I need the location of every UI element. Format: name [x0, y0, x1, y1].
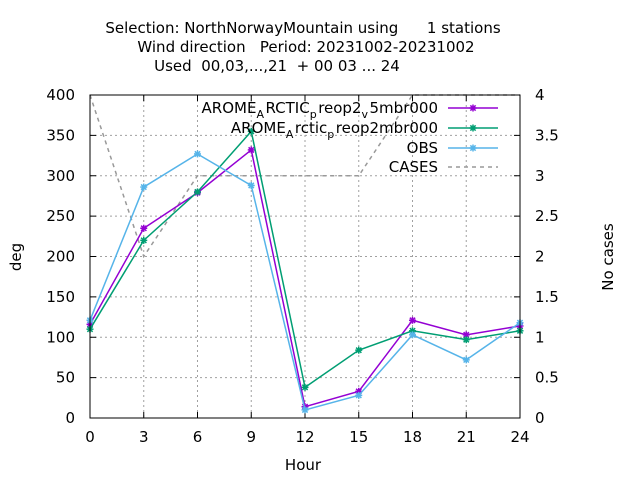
x-tick-label: 24: [510, 428, 529, 446]
series-1-point: [355, 346, 363, 354]
series-0-point-d2: [463, 331, 470, 338]
y2-axis-label: No cases: [599, 223, 617, 291]
chart-title: Selection: NorthNorwayMountain using 1 s…: [105, 19, 501, 75]
y-axis-label: deg: [7, 243, 25, 271]
plot-series: [86, 94, 524, 414]
legend-label-2: OBS: [407, 139, 438, 157]
series-2-point: [301, 406, 309, 414]
x-tick-label: 18: [403, 428, 422, 446]
y2-tick-label: 0: [535, 409, 545, 427]
legend-label-1: AROMEA rcticp reop2mbr000: [231, 119, 438, 141]
series-1-point-d2: [248, 128, 255, 135]
x-tick-label: 15: [349, 428, 368, 446]
series-2-point-d2: [301, 406, 309, 414]
series-2-point: [462, 356, 470, 364]
series-2-point: [194, 150, 201, 158]
y-tick-label: 350: [46, 126, 75, 144]
y-tick-label: 100: [46, 328, 75, 346]
y2-tick-label: 1: [535, 328, 545, 346]
series-2-point-d2: [355, 392, 362, 399]
legend-label-part: AROME: [231, 119, 286, 137]
legend-label-3: CASES: [389, 158, 438, 176]
series-1-point: [194, 188, 201, 196]
series-2-point: [140, 183, 148, 191]
series-0-point: [409, 316, 416, 324]
legend-label-0: AROMEA RCTICp reop2v 5mbr000: [202, 99, 438, 121]
series-1-point: [462, 336, 470, 344]
series-line-1: [89, 129, 521, 389]
y-tick-label: 250: [46, 207, 75, 225]
series-0-point-d2: [248, 146, 255, 154]
y-tick-label: 400: [46, 86, 75, 104]
series-1-point: [247, 127, 255, 135]
series-1-point-d2: [355, 347, 362, 354]
legend-marker-1-d2: [469, 124, 477, 132]
series-2-point: [409, 331, 416, 339]
legend-marker-0-d2: [469, 104, 477, 112]
legend-marker-2: [469, 144, 477, 152]
title-line-2: Wind direction Period: 20231002-20231002: [137, 38, 474, 56]
legend-label-part: p: [327, 128, 334, 141]
y2-tick-label: 0.5: [535, 369, 559, 387]
series-0-point: [140, 224, 148, 232]
series-0-point-d2: [409, 317, 416, 324]
series-2-point-d2: [194, 150, 201, 158]
series-1-point: [140, 236, 148, 244]
series-1-point-d2: [463, 336, 470, 343]
title-line-1: Selection: NorthNorwayMountain using 1 s…: [105, 19, 501, 37]
series-2-point: [247, 181, 255, 189]
y-tick-label: 200: [46, 248, 75, 266]
y2-tick-label: 3: [535, 167, 545, 185]
legend-label-part: reop2mbr000: [336, 119, 438, 137]
series-0-point: [247, 146, 255, 154]
grid: [90, 95, 520, 418]
x-tick-label: 6: [193, 428, 203, 446]
legend-label-part: reop2: [318, 99, 361, 117]
x-tick-label: 21: [457, 428, 476, 446]
axis-ticks: 0 3 6 9 12 15 18 21 2405010015020025030035040000…: [46, 86, 559, 446]
legend-marker-0: [469, 104, 477, 112]
y2-tick-label: 2: [535, 248, 545, 266]
series-2-point-d2: [140, 183, 147, 191]
y-tick-label: 0: [65, 409, 75, 427]
series-2-point-d2: [463, 356, 470, 364]
series-2-point-d2: [409, 331, 416, 338]
y-tick-label: 50: [56, 369, 75, 387]
x-tick-label: 3: [139, 428, 149, 446]
series-2-point: [355, 391, 363, 399]
x-tick-label: 12: [295, 428, 314, 446]
title-line-3: Used 00,03,...,21 + 00 03 ... 24: [154, 57, 400, 75]
legend-label-part: AROME: [202, 99, 257, 117]
legend-label-part: p: [310, 108, 317, 121]
legend-label-part: rctic: [295, 119, 327, 137]
x-tick-label: 0: [85, 428, 95, 446]
legend-marker-2-d2: [469, 144, 477, 152]
y-tick-label: 300: [46, 167, 75, 185]
plot-border: [89, 94, 521, 419]
y2-tick-label: 2.5: [535, 207, 559, 225]
x-tick-label: 9: [246, 428, 256, 446]
series-2-point-d2: [248, 182, 255, 189]
legend-label-part: v: [362, 108, 369, 121]
legend-marker-1: [469, 124, 477, 132]
legend-label-part: RCTIC: [265, 99, 309, 117]
legend-label-part: 5mbr000: [370, 99, 438, 117]
series-line-0: [89, 148, 521, 408]
legend-label-part: A: [256, 108, 264, 121]
series-1-point-d2: [140, 237, 147, 244]
series-1-point-d2: [301, 384, 309, 391]
y2-tick-label: 3.5: [535, 126, 559, 144]
y-tick-label: 150: [46, 288, 75, 306]
series-0-point-d2: [140, 225, 147, 232]
series-1-point: [301, 383, 309, 391]
series-1-point-d2: [194, 188, 201, 196]
x-axis-label: Hour: [285, 456, 322, 474]
y2-tick-label: 4: [535, 86, 545, 104]
y2-tick-label: 1.5: [535, 288, 559, 306]
legend-label-part: A: [286, 128, 294, 141]
